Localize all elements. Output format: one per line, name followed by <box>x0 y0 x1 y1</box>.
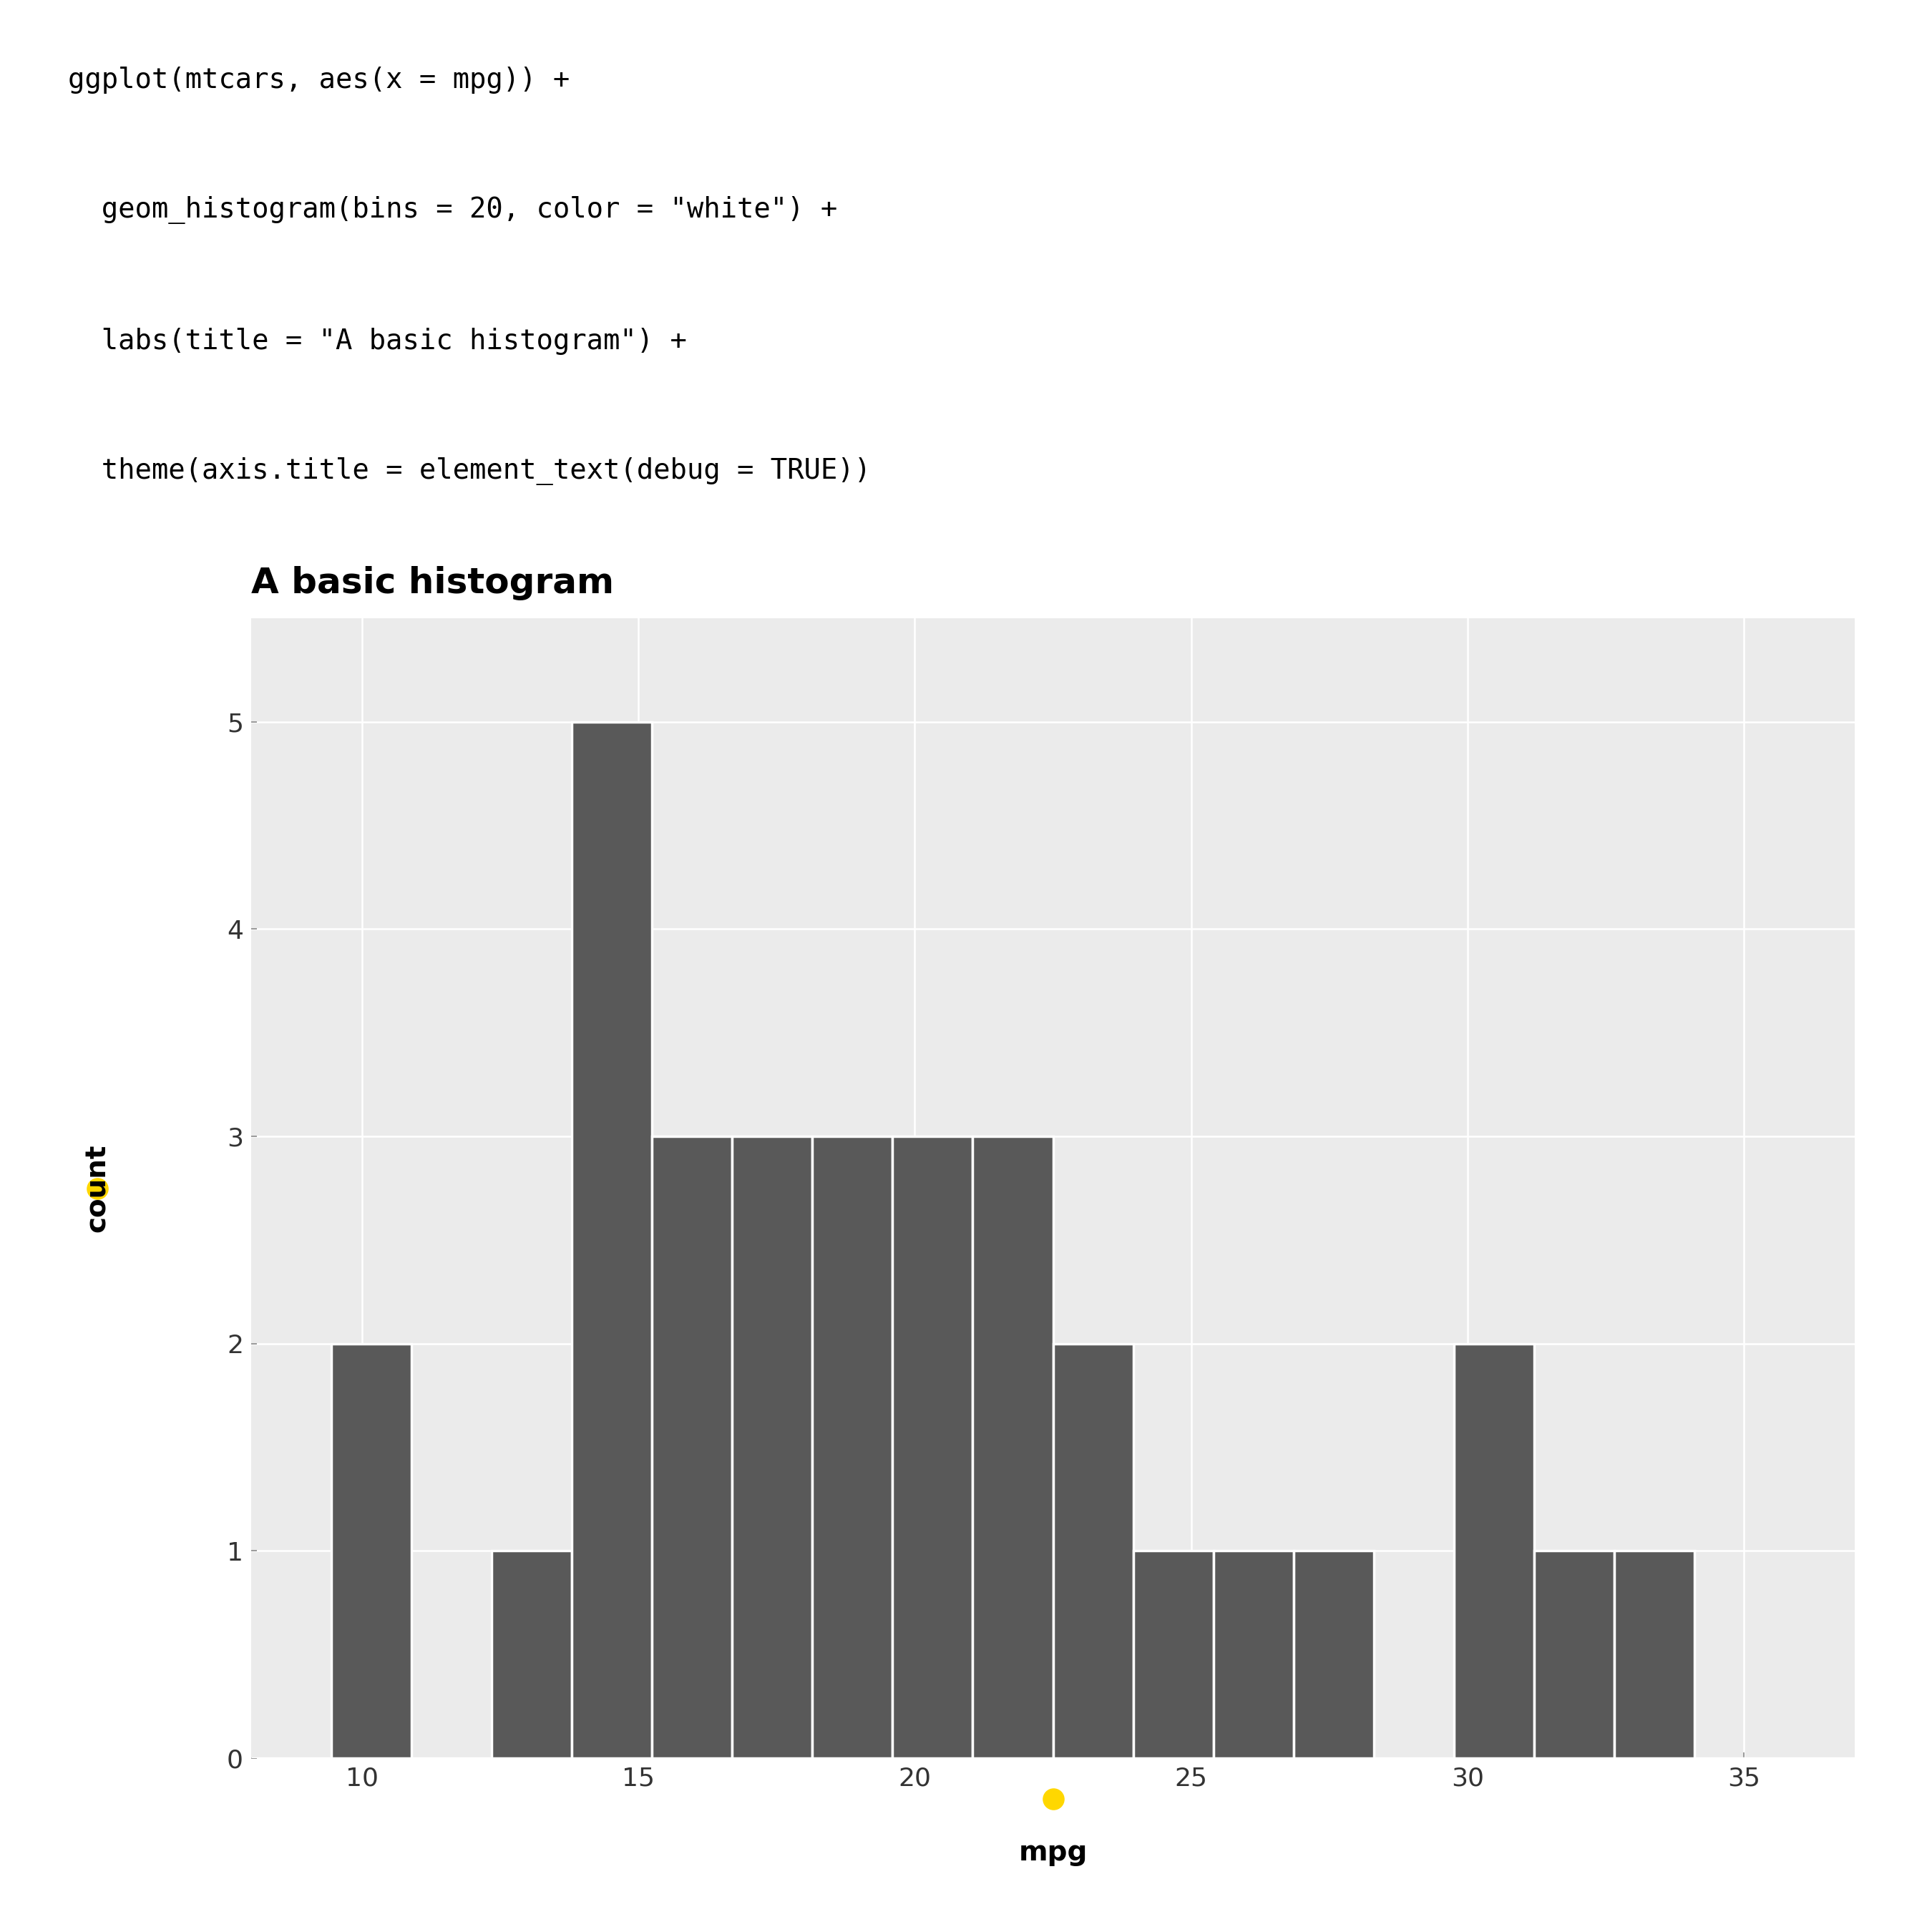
Bar <box>1053 1343 1132 1758</box>
Bar <box>332 1343 412 1758</box>
Text: mpg: mpg <box>1018 1839 1088 1866</box>
Bar <box>732 1136 811 1758</box>
Text: A basic histogram: A basic histogram <box>251 566 614 601</box>
Text: theme(axis.title = element_text(debug = TRUE)): theme(axis.title = element_text(debug = … <box>68 458 871 485</box>
Bar <box>1615 1551 1694 1758</box>
Bar <box>1534 1551 1613 1758</box>
Bar <box>1453 1343 1534 1758</box>
Text: labs(title = "A basic histogram") +: labs(title = "A basic histogram") + <box>68 328 686 355</box>
Bar <box>1132 1551 1213 1758</box>
Text: ggplot(mtcars, aes(x = mpg)) +: ggplot(mtcars, aes(x = mpg)) + <box>68 68 570 95</box>
Text: geom_histogram(bins = 20, color = "white") +: geom_histogram(bins = 20, color = "white… <box>68 197 837 224</box>
Bar <box>1294 1551 1374 1758</box>
Bar <box>1213 1551 1293 1758</box>
Bar <box>651 1136 732 1758</box>
Bar <box>491 1551 572 1758</box>
Bar <box>811 1136 893 1758</box>
Bar <box>572 723 651 1758</box>
Bar <box>893 1136 972 1758</box>
Bar <box>972 1136 1053 1758</box>
Text: count: count <box>83 1144 110 1233</box>
